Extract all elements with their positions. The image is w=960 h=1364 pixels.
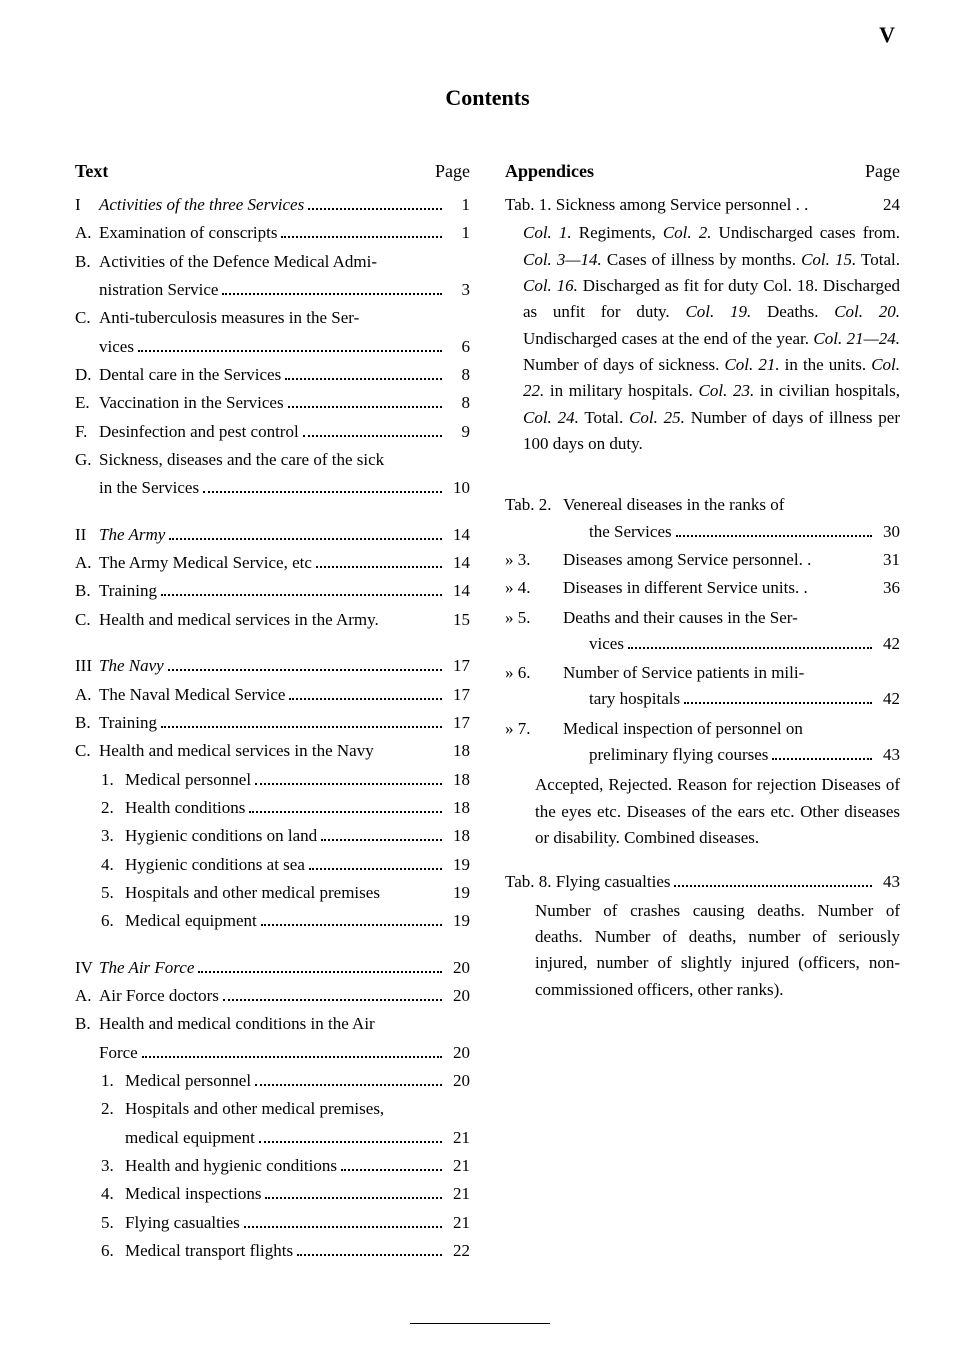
left-header: Text Page — [75, 161, 470, 182]
tab7-body: Accepted, Rejected. Reason for rejection… — [505, 772, 900, 851]
toc-line: 5. Flying casualties 21 — [75, 1210, 470, 1236]
toc-line: 4. Hygienic conditions at sea 19 — [75, 852, 470, 878]
tab-line-cont: vices 42 — [505, 631, 900, 657]
toc-line: C. Health and medical services in the Na… — [75, 738, 470, 764]
tab-line-cont: preliminary flying courses 43 — [505, 742, 900, 768]
toc-line: A. Air Force doctors 20 — [75, 983, 470, 1009]
tab-line-cont: tary hospitals 42 — [505, 686, 900, 712]
toc-line: A. The Army Medical Service, etc 14 — [75, 550, 470, 576]
toc-line: B. Health and medical conditions in the … — [75, 1011, 470, 1037]
left-toc-list: I Activities of the three Services 1A. E… — [75, 192, 470, 1264]
toc-line: A. Examination of conscripts 1 — [75, 220, 470, 246]
left-header-page: Page — [435, 161, 470, 182]
left-header-label: Text — [75, 161, 108, 182]
tabs-list: Tab. 2. Venereal diseases in the ranks o… — [505, 491, 900, 768]
right-header: Appendices Page — [505, 161, 900, 182]
toc-line: 6. Medical transport flights 22 — [75, 1238, 470, 1264]
right-header-page: Page — [865, 161, 900, 182]
toc-line-cont: Force 20 — [75, 1040, 470, 1066]
toc-line: 2. Hospitals and other medical premises, — [75, 1096, 470, 1122]
tab8-page: 43 — [876, 869, 900, 895]
toc-line: 1. Medical personnel 20 — [75, 1068, 470, 1094]
toc-line: D. Dental care in the Services 8 — [75, 362, 470, 388]
tab1-lead-text: Tab. 1. Sickness among Service personnel… — [505, 192, 808, 218]
toc-line: 3. Hygienic conditions on land 18 — [75, 823, 470, 849]
toc-line-cont: medical equipment 21 — [75, 1125, 470, 1151]
toc-line-cont: in the Services 10 — [75, 475, 470, 501]
tab-line-cont: the Services 30 — [505, 519, 900, 545]
toc-line: II The Army 14 — [75, 522, 470, 548]
tab1-page: 24 — [876, 192, 900, 218]
contents-title: Contents — [75, 85, 900, 111]
toc-line-cont: vices 6 — [75, 334, 470, 360]
tab1-body: Col. 1. Regiments, Col. 2. Undischarged … — [505, 220, 900, 457]
columns: Text Page I Activities of the three Serv… — [75, 161, 900, 1266]
toc-line: F. Desinfection and pest control 9 — [75, 419, 470, 445]
tab-line: » 3. Diseases among Service personnel. .… — [505, 547, 900, 573]
toc-line-cont: nistration Service 3 — [75, 277, 470, 303]
tab-line: » 5. Deaths and their causes in the Ser- — [505, 604, 900, 631]
tab1-block: Tab. 1. Sickness among Service personnel… — [505, 192, 900, 457]
tab1-lead: Tab. 1. Sickness among Service personnel… — [505, 192, 900, 218]
toc-line: C. Health and medical services in the Ar… — [75, 607, 470, 633]
toc-line: 2. Health conditions 18 — [75, 795, 470, 821]
tab-line: » 7. Medical inspection of personnel on — [505, 715, 900, 742]
tab-line: » 6. Number of Service patients in mili- — [505, 659, 900, 686]
toc-line: 6. Medical equipment 19 — [75, 908, 470, 934]
toc-line: 4. Medical inspections 21 — [75, 1181, 470, 1207]
tab-line: Tab. 2. Venereal diseases in the ranks o… — [505, 491, 900, 518]
left-column: Text Page I Activities of the three Serv… — [75, 161, 470, 1266]
toc-line: IV The Air Force 20 — [75, 955, 470, 981]
page: V Contents Text Page I Activities of the… — [0, 0, 960, 1364]
toc-line: B. Training 14 — [75, 578, 470, 604]
toc-line: 1. Medical personnel 18 — [75, 767, 470, 793]
tab8-lead-text: Tab. 8. Flying casualties — [505, 869, 670, 895]
tab8-block: Tab. 8. Flying casualties 43 Number of c… — [505, 869, 900, 1003]
right-header-label: Appendices — [505, 161, 594, 182]
toc-line: 5. Hospitals and other medical premises … — [75, 880, 470, 906]
toc-line: C. Anti-tuberculosis measures in the Ser… — [75, 305, 470, 331]
tab8-body: Number of crashes causing deaths. Number… — [505, 898, 900, 1003]
toc-line: I Activities of the three Services 1 — [75, 192, 470, 218]
tab8-lead: Tab. 8. Flying casualties 43 — [505, 869, 900, 895]
footer-rule — [410, 1323, 550, 1324]
toc-line: E. Vaccination in the Services 8 — [75, 390, 470, 416]
page-number: V — [879, 22, 895, 48]
toc-line: B. Activities of the Defence Medical Adm… — [75, 249, 470, 275]
toc-line: B. Training 17 — [75, 710, 470, 736]
tab-line: » 4. Diseases in different Service units… — [505, 575, 900, 601]
toc-line: G. Sickness, diseases and the care of th… — [75, 447, 470, 473]
toc-line: III The Navy 17 — [75, 653, 470, 679]
toc-line: 3. Health and hygienic conditions 21 — [75, 1153, 470, 1179]
right-column: Appendices Page Tab. 1. Sickness among S… — [505, 161, 900, 1266]
toc-line: A. The Naval Medical Service 17 — [75, 682, 470, 708]
dots — [674, 875, 872, 887]
